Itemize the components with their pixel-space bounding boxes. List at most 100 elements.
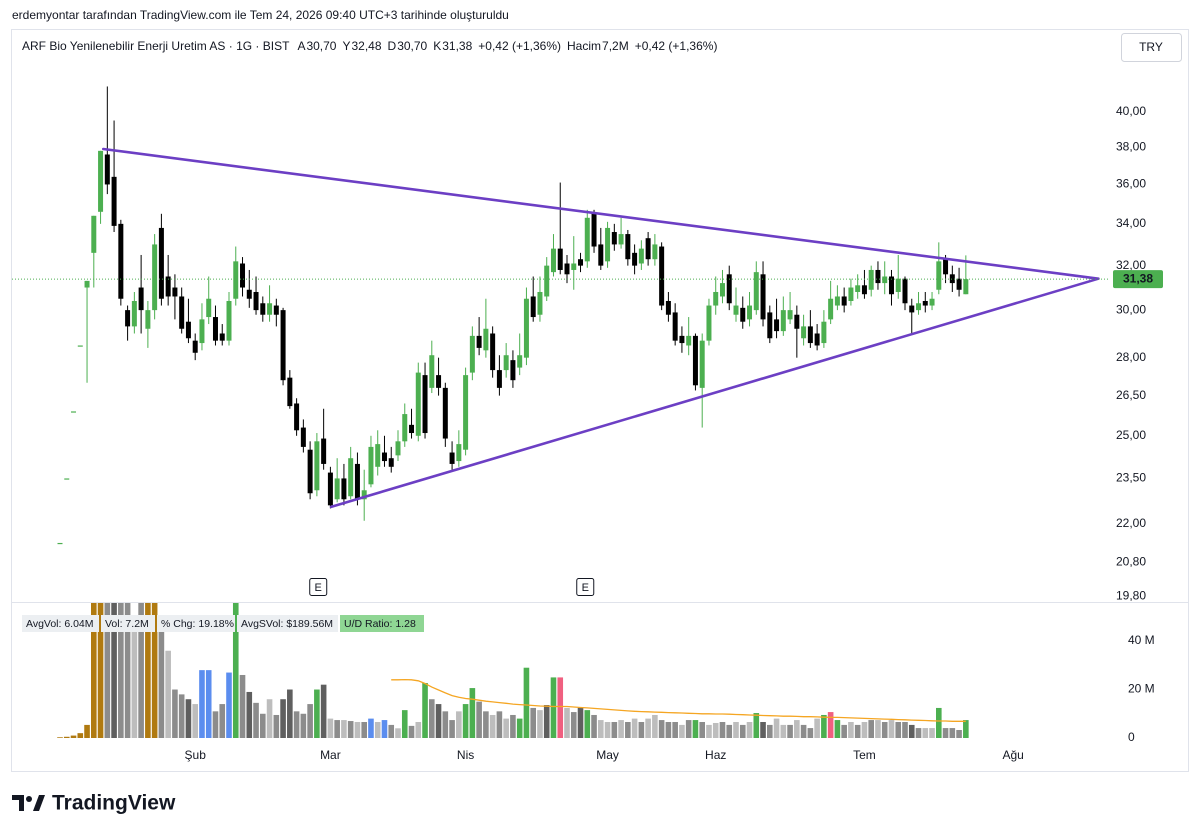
logo-shape bbox=[33, 795, 45, 811]
candle-body bbox=[753, 272, 759, 311]
trendline bbox=[101, 147, 1100, 280]
candle-body bbox=[834, 296, 840, 306]
candle-body bbox=[321, 438, 327, 464]
candle-body bbox=[158, 227, 164, 299]
candle-body bbox=[429, 355, 435, 388]
candle-body bbox=[348, 458, 354, 497]
volume-bar bbox=[442, 711, 449, 738]
candle-body bbox=[496, 370, 502, 388]
event-marker bbox=[309, 578, 328, 596]
currency-button[interactable] bbox=[1121, 33, 1182, 62]
volume-bar bbox=[300, 713, 307, 738]
legend-text: 7,2M bbox=[602, 39, 629, 53]
candle-body bbox=[936, 261, 942, 290]
volume-bar bbox=[118, 603, 124, 738]
volume-bar bbox=[232, 603, 239, 738]
candle-body bbox=[875, 269, 881, 284]
candle-body bbox=[652, 244, 658, 260]
volume-bar bbox=[577, 707, 584, 738]
currency-label[interactable]: TRY bbox=[1139, 40, 1163, 54]
y-tick-label: 19,80 bbox=[1116, 589, 1146, 603]
candle-body bbox=[503, 355, 509, 371]
candle-body bbox=[679, 335, 685, 344]
candle-body bbox=[253, 291, 259, 311]
candle-body bbox=[246, 289, 252, 299]
volume-bar bbox=[327, 718, 334, 738]
candle-body bbox=[341, 478, 347, 500]
volume-bar bbox=[794, 720, 800, 738]
volume-bar bbox=[956, 730, 962, 738]
volume-bar bbox=[381, 720, 388, 738]
volume-bar bbox=[787, 724, 793, 738]
candle-body bbox=[956, 278, 962, 290]
candle-body bbox=[699, 340, 705, 388]
volume-bar bbox=[172, 689, 178, 738]
volume-pane bbox=[57, 603, 969, 738]
candle-body bbox=[909, 305, 915, 313]
legend-text: 30,70 bbox=[306, 39, 336, 53]
volume-bar bbox=[341, 720, 347, 738]
legend-text: 31,38 bbox=[442, 39, 472, 53]
candle-body bbox=[665, 300, 671, 315]
candle-body bbox=[206, 298, 212, 318]
volume-bar bbox=[496, 711, 503, 738]
volume-bar bbox=[205, 670, 212, 738]
candle-body bbox=[71, 411, 77, 413]
volume-bar bbox=[185, 699, 192, 738]
volume-tick-label: 0 bbox=[1128, 730, 1135, 744]
logo-dot bbox=[26, 796, 32, 802]
volume-bar bbox=[287, 689, 293, 738]
volume-bar bbox=[726, 724, 733, 738]
indicator-chip bbox=[237, 615, 338, 632]
volume-bar bbox=[773, 718, 780, 738]
volume-bar bbox=[476, 701, 482, 738]
volume-bar bbox=[273, 714, 280, 738]
volume-bar bbox=[226, 672, 232, 738]
y-tick-label: 30,00 bbox=[1116, 302, 1146, 316]
candle-body bbox=[550, 248, 556, 273]
candle-body bbox=[111, 176, 117, 226]
event-marker bbox=[576, 578, 595, 596]
candle-body bbox=[747, 305, 753, 320]
candle-body bbox=[767, 312, 773, 339]
candle-body bbox=[314, 441, 320, 491]
candle-body bbox=[530, 296, 536, 318]
volume-bar bbox=[719, 722, 726, 738]
candle-body bbox=[801, 326, 807, 339]
candle-body bbox=[469, 335, 475, 373]
legend-text: +0,42 (+1,36%) bbox=[478, 39, 561, 53]
candle-body bbox=[916, 303, 922, 311]
volume-bar bbox=[753, 713, 760, 738]
volume-bar bbox=[530, 707, 536, 738]
candle-body bbox=[172, 287, 178, 297]
y-tick-label: 23,50 bbox=[1116, 471, 1146, 485]
x-tick-label: Mar bbox=[320, 748, 341, 762]
candle-body bbox=[949, 274, 955, 284]
candle-body bbox=[598, 244, 604, 266]
volume-bar bbox=[253, 702, 259, 738]
volume-bar bbox=[334, 720, 340, 738]
candle-body bbox=[490, 333, 496, 371]
candle-body bbox=[165, 276, 171, 297]
candle-body bbox=[84, 280, 90, 288]
volume-bar bbox=[706, 724, 712, 738]
candle-body bbox=[855, 285, 861, 292]
candle-body bbox=[436, 375, 442, 388]
candle-body bbox=[713, 291, 719, 306]
candle-body bbox=[659, 246, 665, 306]
volume-bar bbox=[631, 718, 638, 738]
volume-bar bbox=[895, 722, 902, 738]
volume-bar bbox=[780, 724, 787, 738]
volume-bar bbox=[902, 722, 908, 738]
volume-bar bbox=[503, 718, 509, 738]
candle-body bbox=[929, 298, 935, 306]
volume-bar bbox=[469, 688, 476, 738]
indicator-chip-label: U/D Ratio: 1.28 bbox=[344, 618, 416, 630]
logo-shape bbox=[12, 795, 24, 811]
candle-body bbox=[273, 305, 279, 315]
indicator-chip-label: Vol: 7.2M bbox=[105, 618, 149, 630]
volume-bar bbox=[354, 722, 361, 738]
volume-bar bbox=[767, 724, 773, 738]
candle-body bbox=[395, 441, 401, 456]
candle-body bbox=[226, 300, 232, 341]
